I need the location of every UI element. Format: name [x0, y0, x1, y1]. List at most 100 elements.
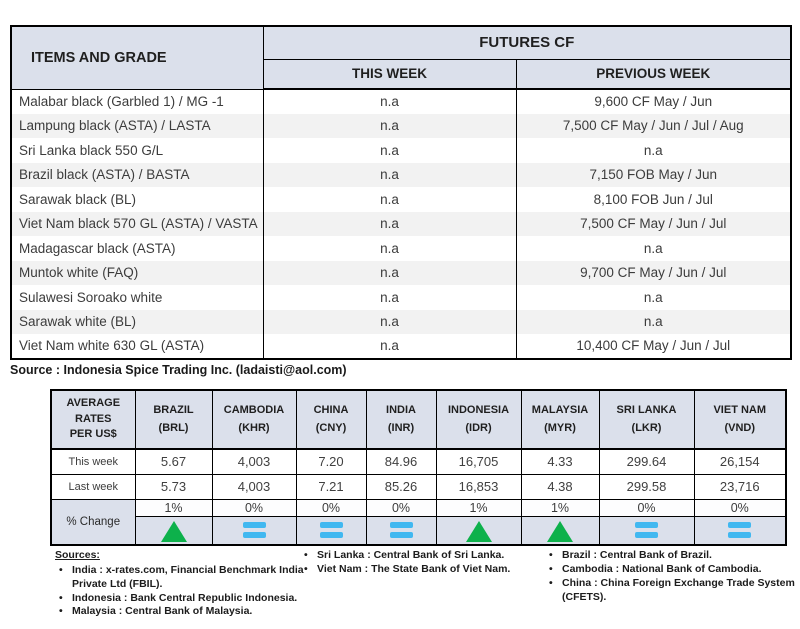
previous-week-value: 7,150 FOB May / Jun	[515, 162, 792, 187]
pct-change-value: 0%	[693, 498, 787, 517]
bullet-icon: •	[549, 549, 553, 561]
currency-code: (LKR)	[631, 421, 662, 434]
futures-cf-header: FUTURES CF	[262, 25, 792, 60]
futures-row: Viet Nam white 630 GL (ASTA) n.a 10,400 CF…	[10, 334, 792, 359]
item-name: Lampung black (ASTA) / LASTA	[10, 113, 264, 138]
pct-change-value: 1%	[435, 498, 522, 517]
change-icon-cell	[295, 515, 367, 546]
source-item: • China : China Foreign Exchange Trade Sy…	[545, 577, 797, 605]
source-text: China : China Foreign Exchange Trade Sys…	[562, 576, 795, 603]
previous-week-value: 10,400 CF May / Jun / Jul	[515, 334, 792, 359]
futures-row: Malabar black (Garbled 1) / MG -1 n.a 9,60…	[10, 89, 792, 114]
this-week-row: This week 5.67 4,003 7.20 84.96 16,705 4.33 29…	[50, 448, 787, 475]
country-header: INDIA (INR)	[365, 389, 437, 450]
futures-row: Sarawak black (BL) n.a 8,100 FOB Jun / Jul	[10, 187, 792, 212]
previous-week-value: n.a	[515, 309, 792, 334]
item-name: Viet Nam black 570 GL (ASTA) / VASTA	[10, 211, 264, 236]
pct-change-value: 0%	[598, 498, 695, 517]
previous-week-column-header: PREVIOUS WEEK	[515, 58, 792, 90]
country-header: VIET NAM (VND)	[693, 389, 787, 450]
futures-row: Lampung black (ASTA) / LASTA n.a 7,500 CF …	[10, 113, 792, 138]
sources-column-3: • Brazil : Central Bank of Brazil. • Cambod…	[545, 549, 797, 604]
last-week-rate: 5.73	[134, 473, 213, 500]
equals-icon	[213, 522, 296, 539]
source-item: • Brazil : Central Bank of Brazil.	[545, 549, 797, 563]
equals-bar	[319, 522, 343, 529]
futures-row: Sulawesi Soroako white n.a n.a	[10, 285, 792, 310]
country-name: SRI LANKA	[616, 404, 677, 417]
country-header: CHINA (CNY)	[295, 389, 367, 450]
source-item: • Indonesia : Bank Central Republic Indon…	[55, 592, 305, 606]
country-name: CHINA	[313, 404, 349, 417]
pct-change-value: 0%	[295, 498, 367, 517]
previous-week-value: n.a	[515, 285, 792, 310]
average-rates-header: AVERAGE RATES PER US$	[50, 389, 136, 450]
sources-column-1: Sources: • India : x-rates.com, Financial…	[55, 549, 305, 619]
country-name: VIET NAM	[713, 404, 767, 417]
this-week-value: n.a	[262, 285, 517, 310]
futures-subheader-row: THIS WEEK PREVIOUS WEEK	[11, 58, 792, 90]
equals-bar	[242, 532, 266, 539]
country-name: INDONESIA	[447, 404, 510, 417]
pct-change-value: 0%	[211, 498, 297, 517]
last-week-rate: 299.58	[598, 473, 695, 500]
item-name: Sri Lanka black 550 G/L	[10, 138, 264, 163]
currency-code: (INR)	[387, 421, 415, 434]
this-week-value: n.a	[262, 260, 517, 285]
bullet-icon: •	[549, 576, 553, 589]
change-icon-cell	[598, 515, 695, 546]
source-text: Cambodia : National Bank of Cambodia.	[562, 562, 762, 575]
equals-icon	[297, 522, 366, 539]
bullet-icon: •	[549, 562, 553, 575]
source-text: Sri Lanka : Central Bank of Sri Lanka.	[317, 549, 505, 561]
previous-week-value: 7,500 CF May / Jun / Jul	[515, 211, 792, 236]
futures-header-row: ITEMS AND GRADE FUTURES CF	[10, 25, 792, 90]
this-week-rate: 4,003	[211, 448, 297, 475]
this-week-value: n.a	[262, 187, 517, 212]
bullet-icon: •	[304, 562, 308, 575]
source-text: Brazil : Central Bank of Brazil.	[562, 549, 712, 561]
country-name: CAMBODIA	[223, 404, 285, 417]
country-name: MALAYSIA	[531, 404, 589, 417]
futures-row: Muntok white (FAQ) n.a 9,700 CF May / Jun …	[10, 260, 792, 285]
futures-row: Viet Nam black 570 GL (ASTA) / VASTA n.a 7…	[10, 211, 792, 236]
source-item: • Sri Lanka : Central Bank of Sri Lanka.	[300, 549, 540, 563]
pct-change-label: % Change	[50, 498, 136, 546]
futures-row: Sarawak white (BL) n.a n.a	[10, 309, 792, 334]
source-item: • Malaysia : Central Bank of Malaysia.	[55, 605, 305, 619]
pct-change-row: % Change 1% 0% 0% 0% 1% 1% 0% 0%	[50, 498, 787, 546]
items-and-grade-header: ITEMS AND GRADE	[10, 25, 264, 90]
previous-week-value: n.a	[515, 138, 792, 163]
source-item: • Cambodia : National Bank of Cambodia.	[545, 563, 797, 577]
futures-row: Brazil black (ASTA) / BASTA n.a 7,150 FOB …	[10, 162, 792, 187]
previous-week-value: 9,600 CF May / Jun	[515, 89, 792, 114]
change-icon-cell	[211, 515, 297, 546]
equals-bar	[242, 522, 266, 529]
change-icon-cell	[520, 515, 600, 546]
item-name: Sulawesi Soroako white	[10, 285, 264, 310]
item-name: Malabar black (Garbled 1) / MG -1	[10, 89, 264, 114]
country-header: BRAZIL (BRL)	[134, 389, 213, 450]
item-name: Madagascar black (ASTA)	[10, 236, 264, 261]
country-header: MALAYSIA (MYR)	[520, 389, 600, 450]
last-week-rate: 4,003	[211, 473, 297, 500]
equals-bar	[635, 522, 658, 529]
equals-bar	[728, 532, 752, 539]
source-text: India : x-rates.com, Financial Benchmark…	[72, 563, 304, 590]
futures-table: ITEMS AND GRADE FUTURES CF THIS WEEK PRE…	[10, 25, 792, 360]
equals-bar	[389, 522, 413, 529]
country-header: INDONESIA (IDR)	[435, 389, 522, 450]
bullet-icon: •	[304, 549, 308, 561]
equals-bar	[319, 532, 343, 539]
last-week-rate: 4.38	[520, 473, 600, 500]
source-line: Source : Indonesia Spice Trading Inc. (l…	[10, 363, 347, 377]
item-name: Sarawak black (BL)	[10, 187, 264, 212]
pct-change-value: 1%	[520, 498, 600, 517]
previous-week-value: 9,700 CF May / Jun / Jul	[515, 260, 792, 285]
this-week-value: n.a	[262, 113, 517, 138]
this-week-rate: 7.20	[295, 448, 367, 475]
currency-code: (MYR)	[544, 421, 576, 434]
previous-week-value: 7,500 CF May / Jun / Jul / Aug	[515, 113, 792, 138]
equals-icon	[367, 522, 436, 539]
change-icon-cell	[693, 515, 787, 546]
